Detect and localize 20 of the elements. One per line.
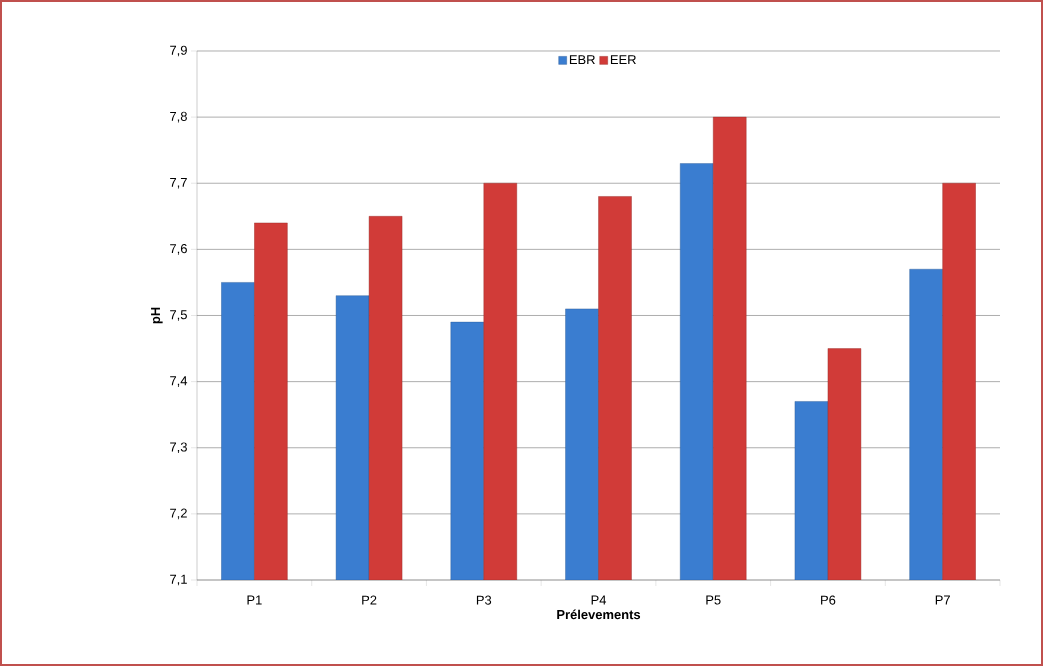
- y-tick-label: 7,4: [170, 376, 188, 387]
- y-tick-label: 7,1: [170, 574, 187, 586]
- x-tick-label: P2: [362, 595, 377, 605]
- y-tick-label: 7,7: [170, 177, 187, 189]
- x-tick-label: P7: [935, 595, 950, 605]
- y-tick-label: 7,9: [170, 45, 187, 57]
- y-tick-label: 7,8: [170, 111, 187, 123]
- x-tick-label: P5: [706, 595, 721, 605]
- legend-label: EBR: [569, 55, 595, 65]
- y-tick-label: 7,3: [170, 442, 187, 454]
- x-tick-label: P4: [591, 595, 607, 605]
- y-tick-label: 7,6: [170, 244, 187, 255]
- legend-label: EER: [610, 55, 636, 65]
- x-axis-title: Prélevements: [557, 609, 641, 620]
- x-tick-label: P3: [476, 595, 492, 605]
- x-tick-label: P1: [247, 595, 262, 605]
- x-tick-label: P6: [821, 595, 836, 605]
- y-tick-label: 7,2: [170, 508, 187, 520]
- y-axis-title: pH: [151, 307, 163, 324]
- y-tick-label: 7,5: [170, 310, 187, 321]
